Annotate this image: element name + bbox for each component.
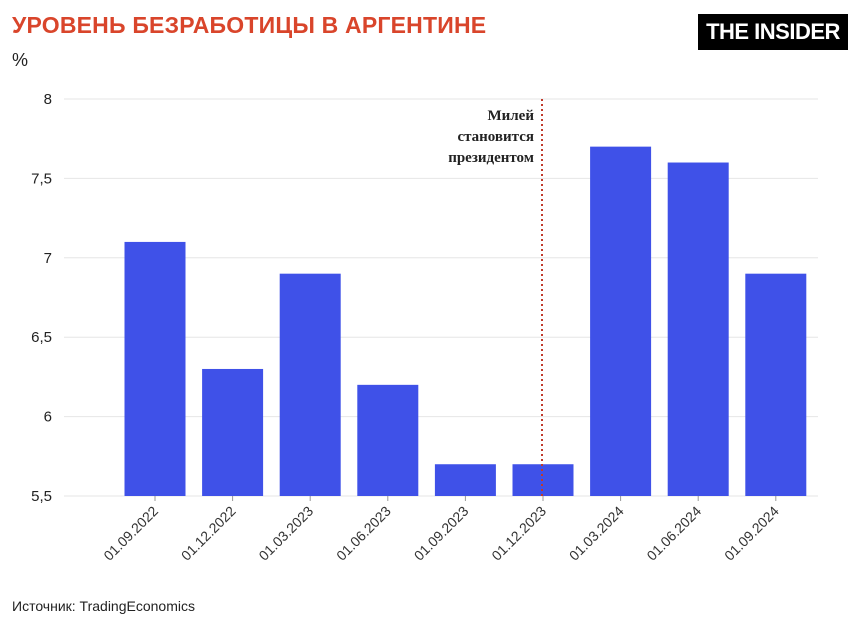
x-tick-label: 01.09.2022 [100, 503, 161, 564]
x-tick-label: 01.09.2024 [721, 503, 782, 564]
y-tick-label: 8 [44, 91, 52, 108]
bar [667, 162, 729, 496]
bar [590, 146, 652, 496]
x-tick-label: 01.12.2022 [178, 503, 239, 564]
x-tick-label: 01.12.2023 [488, 503, 549, 564]
y-tick-label: 7,5 [31, 170, 52, 187]
annotation-text: Милей [487, 108, 534, 124]
bar [434, 464, 496, 496]
bar [202, 368, 264, 496]
x-tick-label: 01.03.2024 [566, 503, 627, 564]
y-tick-label: 6,5 [31, 329, 52, 346]
y-tick-label: 7 [44, 250, 52, 267]
annotation-text: становится [457, 129, 534, 145]
bar [279, 273, 341, 496]
bar [745, 273, 807, 496]
x-tick-label: 01.06.2023 [333, 503, 394, 564]
bar [124, 241, 186, 496]
chart-title: УРОВЕНЬ БЕЗРАБОТИЦЫ В АРГЕНТИНЕ [12, 12, 487, 38]
x-tick-label: 01.06.2024 [643, 503, 704, 564]
y-tick-label: 6 [44, 409, 52, 426]
bar [357, 384, 419, 496]
source-note: Источник: TradingEconomics [12, 598, 195, 614]
x-tick-label: 01.09.2023 [411, 503, 472, 564]
y-axis-unit: % [12, 50, 29, 70]
x-tick-label: 01.03.2023 [255, 503, 316, 564]
annotation-text: президентом [448, 150, 534, 166]
y-tick-label: 5,5 [31, 488, 52, 505]
the-insider-logo: THE INSIDER [698, 14, 848, 50]
